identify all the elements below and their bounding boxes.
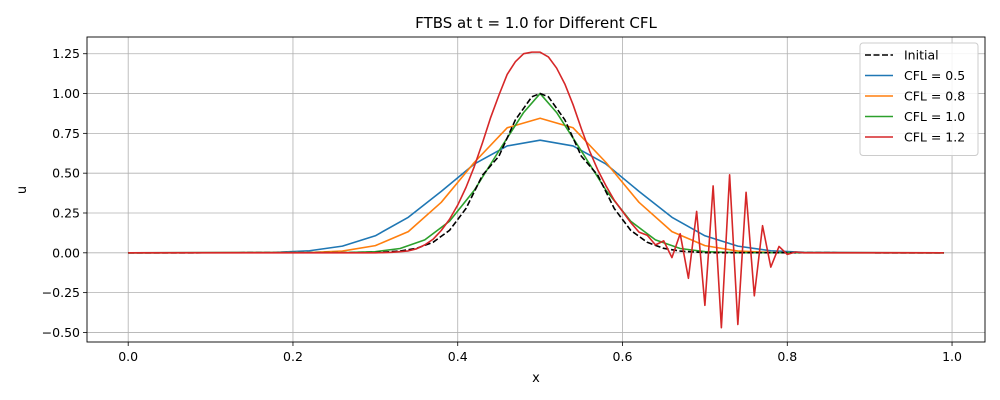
legend-label: CFL = 1.0	[904, 109, 965, 124]
x-tick-label: 0.2	[283, 349, 303, 364]
legend-label: CFL = 0.5	[904, 68, 965, 83]
y-tick-label: −0.50	[42, 325, 80, 340]
y-tick-label: 0.25	[52, 205, 80, 220]
series-line-initial	[128, 92, 944, 254]
y-tick-label: 0.50	[52, 166, 80, 181]
legend: Initial CFL = 0.5 CFL = 0.8 CFL = 1.0 CFL = …	[859, 42, 979, 156]
y-tick-label: 1.00	[52, 86, 80, 101]
series-line-cfl-0-5	[128, 139, 944, 254]
x-tick-label: 0.8	[777, 349, 797, 364]
x-tick-label: 0.0	[118, 349, 138, 364]
x-tick-label: 0.6	[613, 349, 633, 364]
x-tick-label: 1.0	[942, 349, 962, 364]
y-tick-label: 1.25	[52, 46, 80, 61]
y-tick-label: −0.25	[42, 285, 80, 300]
axes-frame	[86, 36, 986, 343]
legend-label: Initial	[904, 48, 939, 63]
ticks: 0.0 0.2 0.4 0.6 0.8 1.0 −0.50 −0.25 0.00 0.25 0.50…	[42, 46, 962, 364]
chart-title: FTBS at t = 1.0 for Different CFL	[415, 14, 657, 32]
y-axis-label: u	[15, 186, 30, 194]
legend-label: CFL = 1.2	[904, 130, 965, 145]
x-tick-label: 0.4	[448, 349, 468, 364]
legend-label: CFL = 0.8	[904, 89, 965, 104]
y-tick-label: 0.00	[52, 245, 80, 260]
x-axis-label: x	[532, 371, 540, 386]
plot-lines	[128, 51, 944, 329]
legend-box	[859, 42, 979, 156]
series-line-cfl-1-2	[128, 51, 944, 329]
series-line-cfl-0-8	[128, 117, 944, 254]
y-tick-label: 0.75	[52, 126, 80, 141]
